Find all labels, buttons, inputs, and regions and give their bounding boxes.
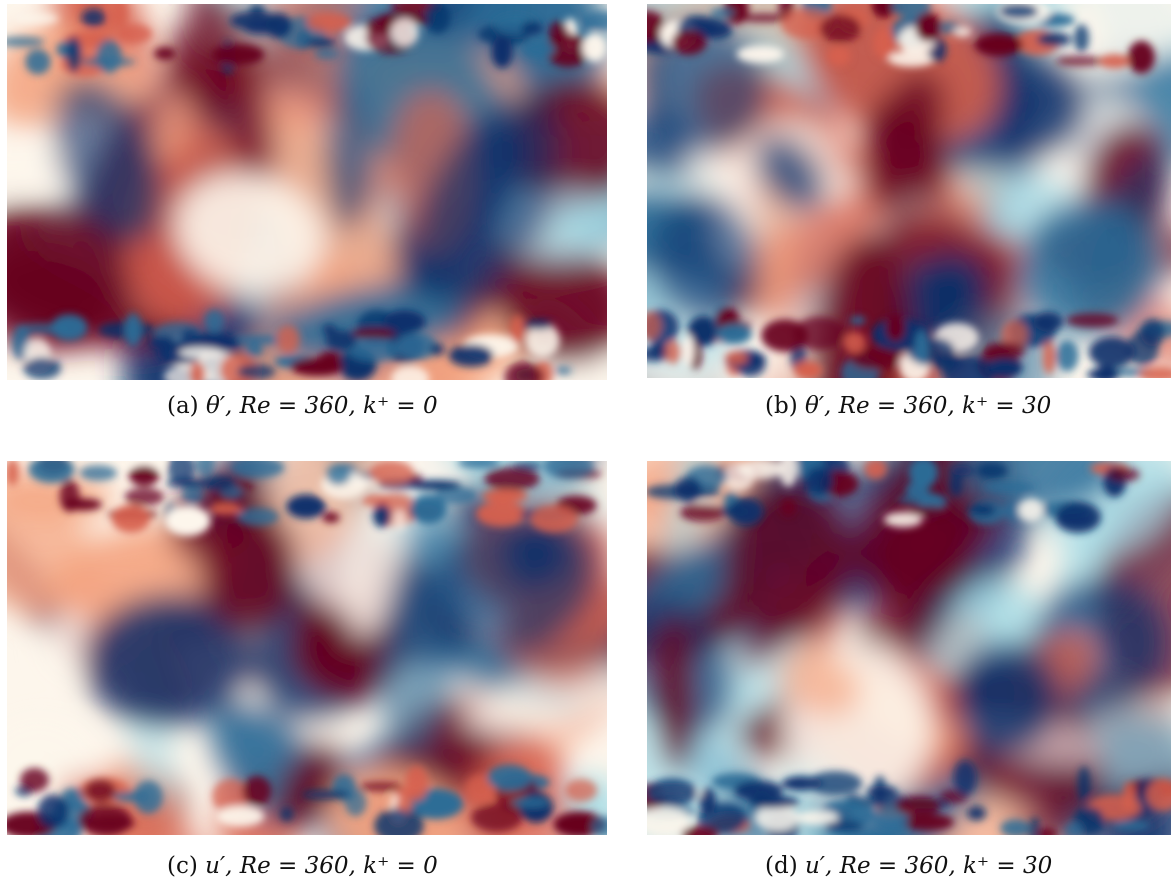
panel-caption-a: (a) θ′, Re = 360, k⁺ = 0	[167, 393, 438, 419]
panel-expression-c: u′, Re = 360, k⁺ = 0	[205, 853, 438, 879]
panel-tag-b: (b)	[765, 393, 798, 419]
contour-panel-a	[7, 4, 607, 380]
panel-caption-c: (c) u′, Re = 360, k⁺ = 0	[167, 853, 438, 879]
panel-caption-b: (b) θ′, Re = 360, k⁺ = 30	[765, 393, 1051, 419]
turbulence-field	[647, 461, 1171, 835]
panel-expression-d: u′, Re = 360, k⁺ = 30	[804, 853, 1053, 879]
turbulence-field	[7, 461, 607, 835]
panel-tag-c: (c)	[167, 853, 198, 879]
panel-expression-a: θ′, Re = 360, k⁺ = 0	[205, 393, 438, 419]
turbulence-field	[647, 4, 1171, 378]
panel-caption-d: (d) u′, Re = 360, k⁺ = 30	[765, 853, 1052, 879]
panel-tag-a: (a)	[167, 393, 199, 419]
contour-panel-c	[7, 461, 607, 835]
panel-tag-d: (d)	[765, 853, 798, 879]
contour-panel-d	[647, 461, 1171, 835]
contour-panel-b	[647, 4, 1171, 378]
panel-expression-b: θ′, Re = 360, k⁺ = 30	[804, 393, 1052, 419]
turbulence-field	[7, 4, 607, 380]
